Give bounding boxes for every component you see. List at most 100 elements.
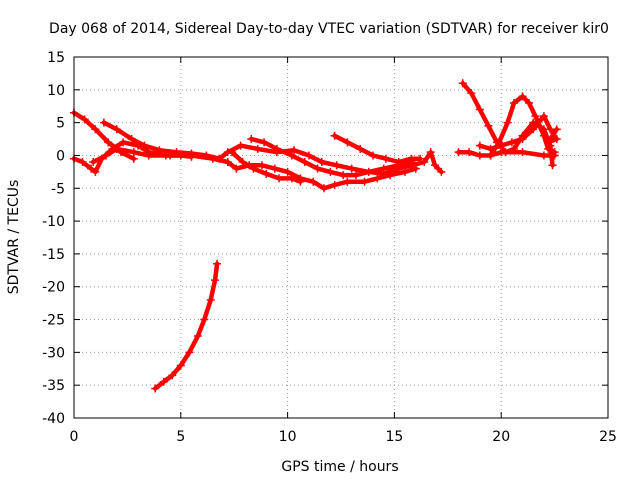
data-point-marker <box>213 259 222 268</box>
data-point-marker <box>304 151 313 160</box>
series-layer <box>70 79 561 393</box>
data-point-marker <box>176 361 185 370</box>
data-point-marker <box>458 79 467 88</box>
data-point-marker <box>548 161 557 170</box>
data-point-marker <box>420 158 429 167</box>
data-point-marker <box>129 148 138 157</box>
data-point-marker <box>275 174 284 183</box>
data-point-marker <box>210 276 219 285</box>
data-point-marker <box>501 148 510 157</box>
data-point-marker <box>407 154 416 163</box>
data-point-marker <box>91 125 100 134</box>
data-point-marker <box>144 151 153 160</box>
data-point-marker <box>193 331 202 340</box>
data-point-marker <box>91 167 100 176</box>
y-axis-label: SDTVAR / TECUs <box>6 180 22 295</box>
data-point-marker <box>518 135 527 144</box>
y-tick-label: -5 <box>51 181 65 197</box>
x-tick-label: 15 <box>385 429 403 445</box>
x-axis-label: GPS time / hours <box>281 459 398 475</box>
data-point-marker <box>112 125 121 134</box>
series-arc-5 <box>247 135 416 180</box>
data-point-marker <box>475 105 484 114</box>
data-point-marker <box>326 167 335 176</box>
y-tick-label: -20 <box>42 280 65 296</box>
data-point-marker <box>360 177 369 186</box>
series-arc-6 <box>228 148 305 186</box>
plot-frame <box>73 56 609 419</box>
data-point-marker <box>309 177 318 186</box>
data-point-marker <box>260 138 269 147</box>
data-point-marker <box>272 144 281 153</box>
data-point-marker <box>249 164 258 173</box>
data-point-marker <box>119 138 128 147</box>
data-point-marker <box>484 121 493 130</box>
data-point-marker <box>140 141 149 150</box>
data-point-marker <box>524 98 533 107</box>
data-point-marker <box>475 151 484 160</box>
data-point-marker <box>185 348 194 357</box>
data-point-marker <box>531 112 540 121</box>
series-arc-8 <box>151 259 222 393</box>
y-tick-label: 0 <box>56 148 65 164</box>
data-point-marker <box>379 164 388 173</box>
y-tick-label: -25 <box>42 313 65 329</box>
series-arc-7 <box>330 131 425 167</box>
x-tick-label: 20 <box>492 429 510 445</box>
data-point-marker <box>544 138 553 147</box>
data-point-marker <box>104 138 113 147</box>
data-point-marker <box>343 138 352 147</box>
data-point-marker <box>416 154 425 163</box>
data-point-marker <box>223 158 232 167</box>
data-point-marker <box>287 174 296 183</box>
data-point-marker <box>364 167 373 176</box>
data-point-marker <box>503 118 512 127</box>
data-point-marker <box>287 151 296 160</box>
y-tick-label: 15 <box>47 50 65 66</box>
y-tick-label: -10 <box>42 214 65 230</box>
data-point-marker <box>187 151 196 160</box>
data-point-marker <box>518 92 527 101</box>
y-tick-label: -15 <box>42 247 65 263</box>
data-point-marker <box>497 141 506 150</box>
data-point-marker <box>552 125 561 134</box>
data-point-marker <box>552 135 561 144</box>
data-point-marker <box>232 164 241 173</box>
y-tick-label: -40 <box>42 411 65 427</box>
data-point-marker <box>112 144 121 153</box>
data-point-marker <box>426 148 435 157</box>
data-point-marker <box>89 158 98 167</box>
data-point-marker <box>80 115 89 124</box>
data-point-marker <box>550 148 559 157</box>
data-point-marker <box>238 158 247 167</box>
data-point-marker <box>317 158 326 167</box>
data-point-marker <box>343 177 352 186</box>
data-point-marker <box>351 171 360 180</box>
series-trace <box>152 261 220 391</box>
x-tick-label: 5 <box>176 429 185 445</box>
data-point-marker <box>262 169 271 178</box>
data-point-marker <box>300 158 309 167</box>
data-point-marker <box>151 384 160 393</box>
data-point-marker <box>78 158 87 167</box>
data-point-marker <box>257 161 266 170</box>
data-point-marker <box>356 144 365 153</box>
data-point-marker <box>102 151 111 160</box>
y-tick-label: 5 <box>56 116 65 132</box>
data-point-marker <box>330 131 339 140</box>
data-point-marker <box>510 144 519 153</box>
series-trace <box>460 81 555 168</box>
data-point-marker <box>401 167 410 176</box>
data-point-marker <box>467 89 476 98</box>
data-point-marker <box>373 174 382 183</box>
x-tick-label: 25 <box>599 429 617 445</box>
data-point-marker <box>381 154 390 163</box>
data-point-marker <box>166 151 175 160</box>
data-point-marker <box>437 167 446 176</box>
data-point-marker <box>206 295 215 304</box>
data-point-marker <box>347 164 356 173</box>
data-point-marker <box>313 164 322 173</box>
data-point-marker <box>539 131 548 140</box>
